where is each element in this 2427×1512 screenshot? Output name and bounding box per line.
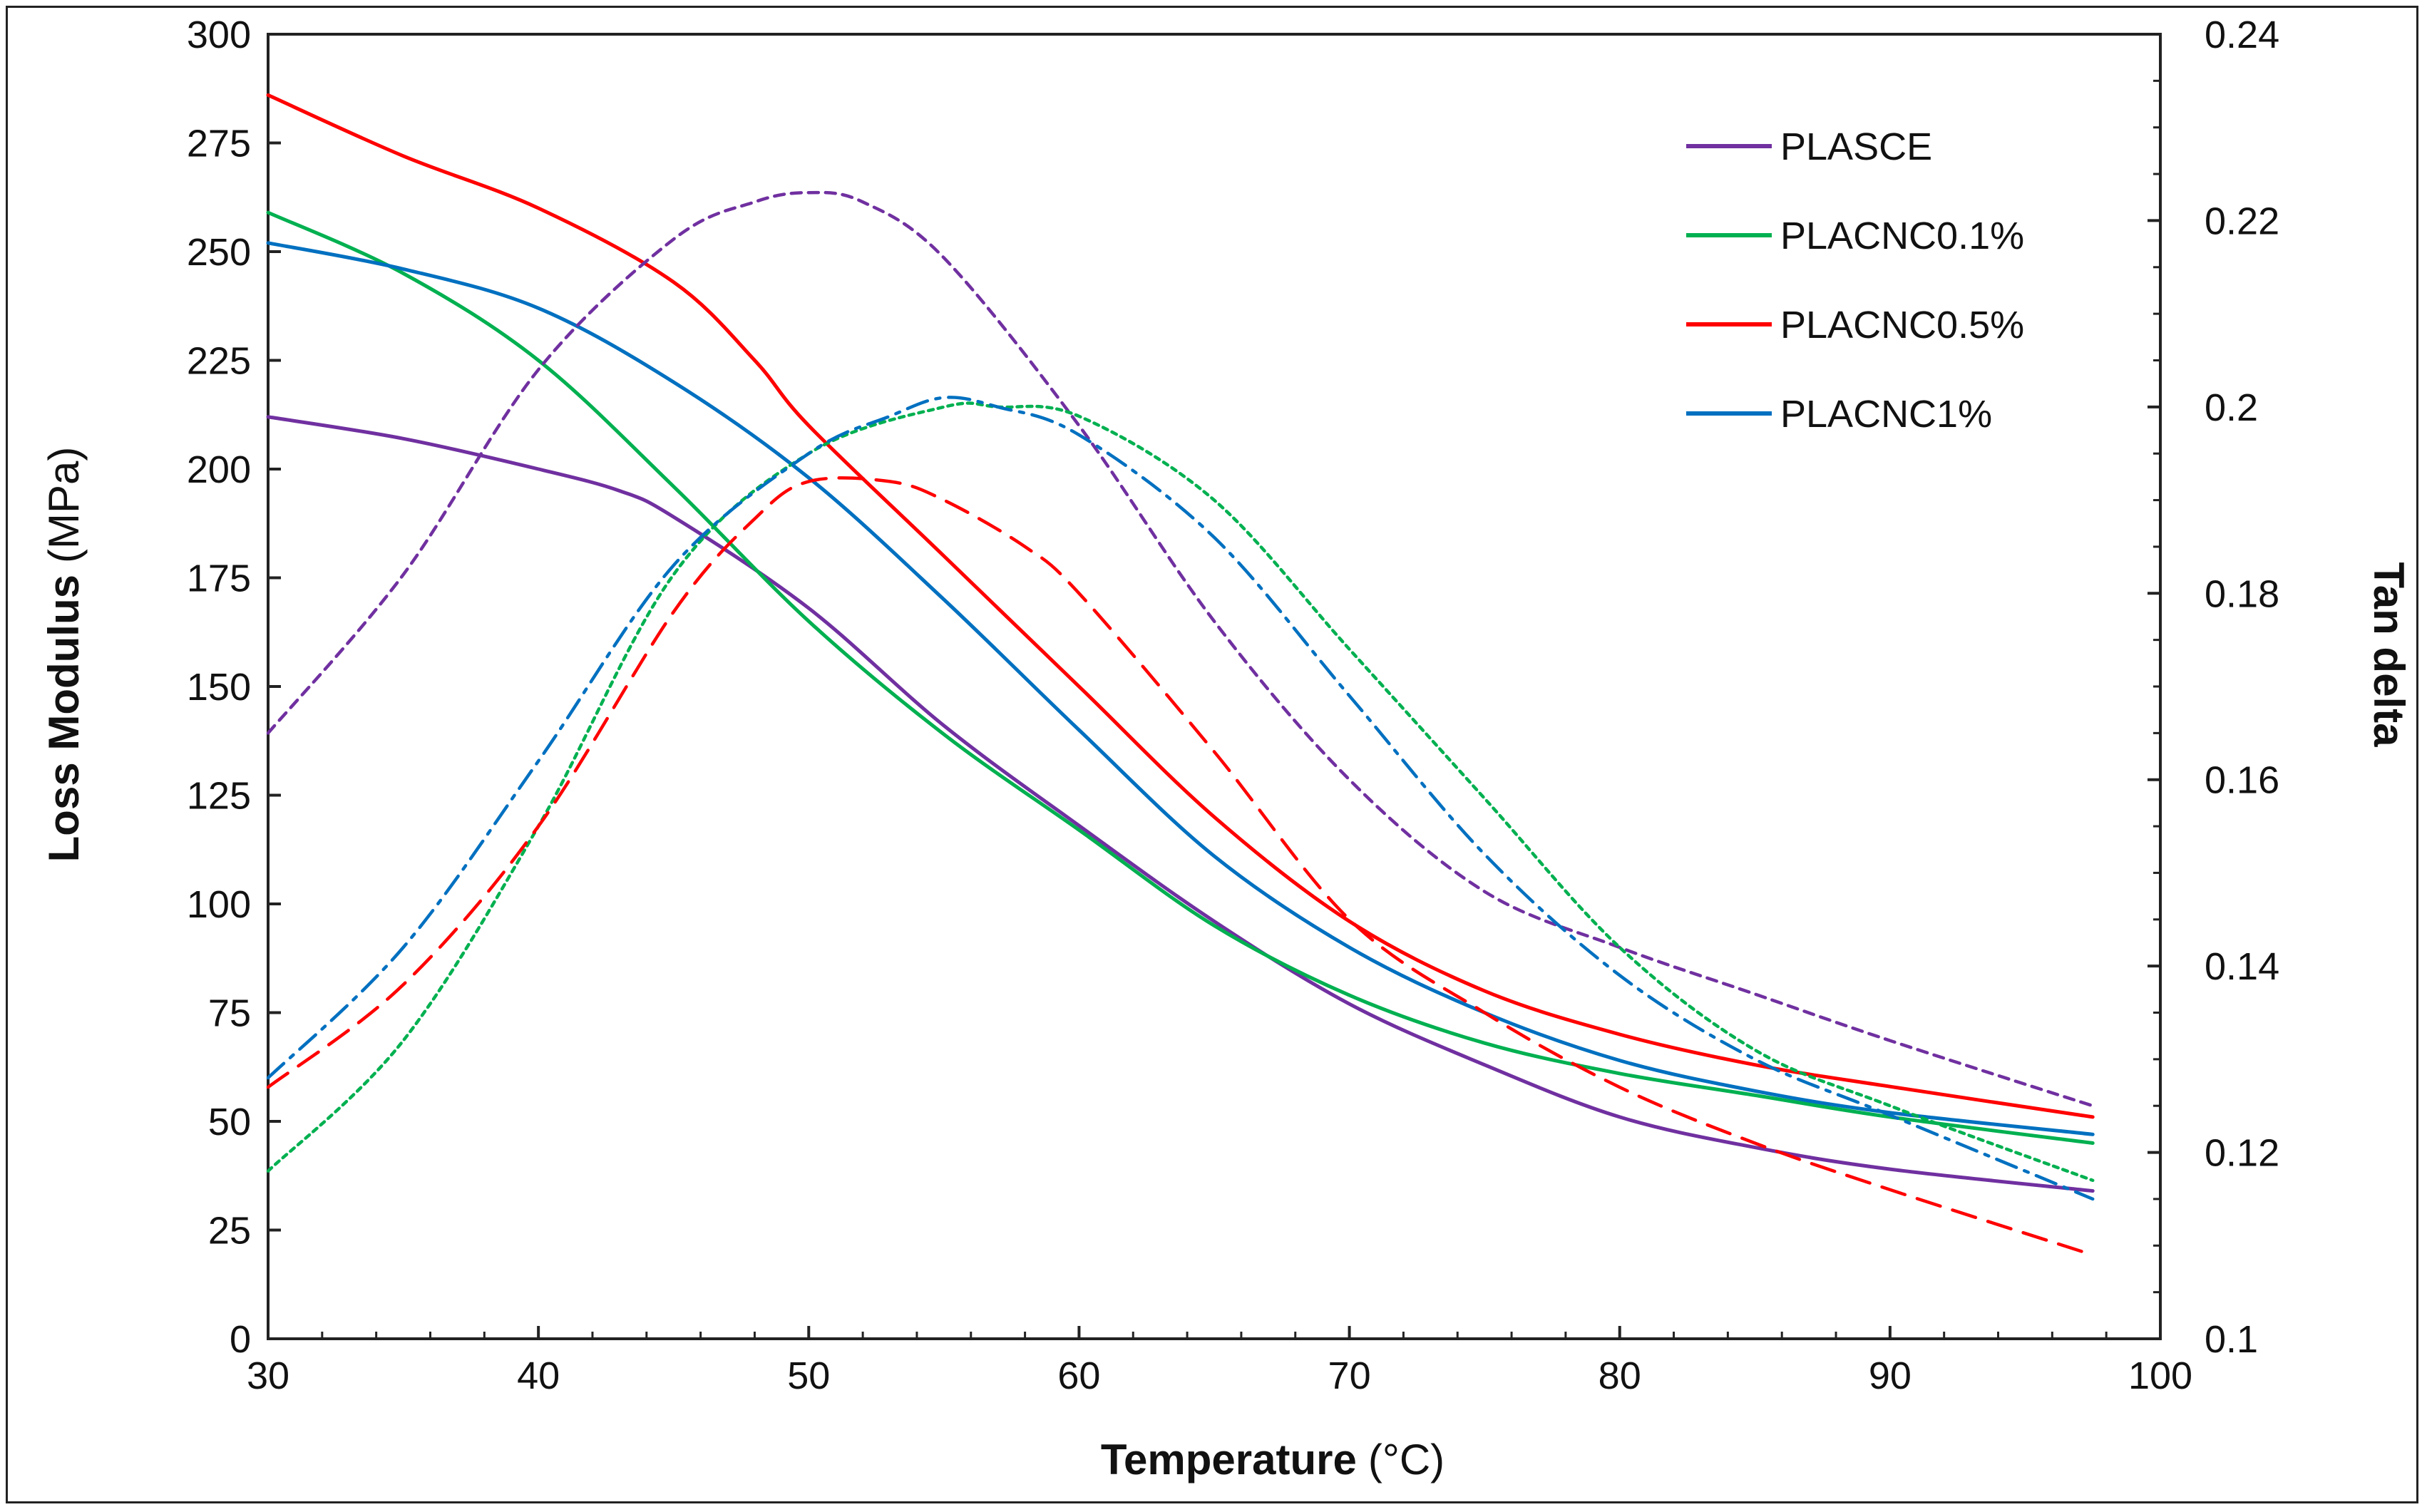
series-line-2 [266, 210, 2095, 1145]
y2-axis-title: Tan delta [2365, 562, 2413, 748]
series-line-4 [266, 241, 2095, 1136]
y-tick-label: 0 [230, 1318, 251, 1361]
y-tick-label: 275 [187, 123, 251, 165]
series-line-3 [266, 93, 2095, 1119]
y-tick-label: 225 [187, 340, 251, 383]
x-axis-title: Temperature (°C) [1101, 1436, 1445, 1483]
y-tick-label: 125 [187, 775, 251, 818]
series-line-1 [266, 415, 2095, 1193]
x-tick-label: 70 [1328, 1354, 1371, 1397]
y2-tick-label: 0.22 [2205, 200, 2279, 242]
x-tick-label: 50 [787, 1354, 830, 1397]
x-axis-title-main: Temperature [1101, 1436, 1357, 1483]
y-tick-label: 50 [208, 1101, 251, 1143]
x-tick-label: 80 [1599, 1354, 1641, 1397]
chart-frame [6, 6, 2418, 1503]
y-axis-title-main: Loss Modulus [40, 575, 88, 862]
y2-tick-label: 0.1 [2205, 1318, 2258, 1361]
y2-tick-label: 0.18 [2205, 572, 2279, 615]
series-line-7 [266, 476, 2095, 1257]
legend-label: PLACNC0.1% [1780, 215, 2024, 257]
y-tick-label: 100 [187, 883, 251, 926]
x-tick-label: 90 [1869, 1354, 1912, 1397]
y-tick-label: 300 [187, 14, 251, 56]
x-tick-label: 100 [2128, 1354, 2192, 1397]
x-axis-title-unit: (°C) [1368, 1436, 1445, 1483]
series-line-5 [266, 190, 2095, 1108]
y2-tick-label: 0.16 [2205, 759, 2279, 802]
x-tick-label: 60 [1057, 1354, 1100, 1397]
x-tick-label: 40 [517, 1354, 560, 1397]
y-axis-title-unit: (MPa) [40, 447, 88, 563]
y-tick-label: 175 [187, 557, 251, 600]
series-group [266, 93, 2095, 1257]
legend: PLASCE PLACNC0.1% PLACNC0.5% PLACNC1% [1686, 125, 2024, 436]
y-tick-label: 150 [187, 666, 251, 709]
axes-group: 30 40 50 60 70 80 90 100 0 25 50 75 100 125 150 175 200 2… [187, 14, 2279, 1397]
y2-tick-label: 0.2 [2205, 386, 2258, 429]
y2-tick-label: 0.14 [2205, 945, 2279, 988]
legend-label: PLACNC0.5% [1780, 304, 2024, 346]
y-tick-label: 75 [208, 992, 251, 1035]
y-axis-title: Loss Modulus (MPa) [40, 447, 88, 863]
y-tick-label: 250 [187, 231, 251, 274]
legend-label: PLASCE [1780, 125, 1932, 168]
legend-label: PLACNC1% [1780, 393, 1992, 436]
y-tick-label: 200 [187, 448, 251, 491]
y2-tick-label: 0.24 [2205, 14, 2279, 56]
series-line-6 [266, 401, 2095, 1183]
y-tick-label: 25 [208, 1210, 251, 1253]
y2-tick-label: 0.12 [2205, 1132, 2279, 1175]
series-line-8 [266, 396, 2095, 1201]
x-tick-label: 30 [247, 1354, 289, 1397]
